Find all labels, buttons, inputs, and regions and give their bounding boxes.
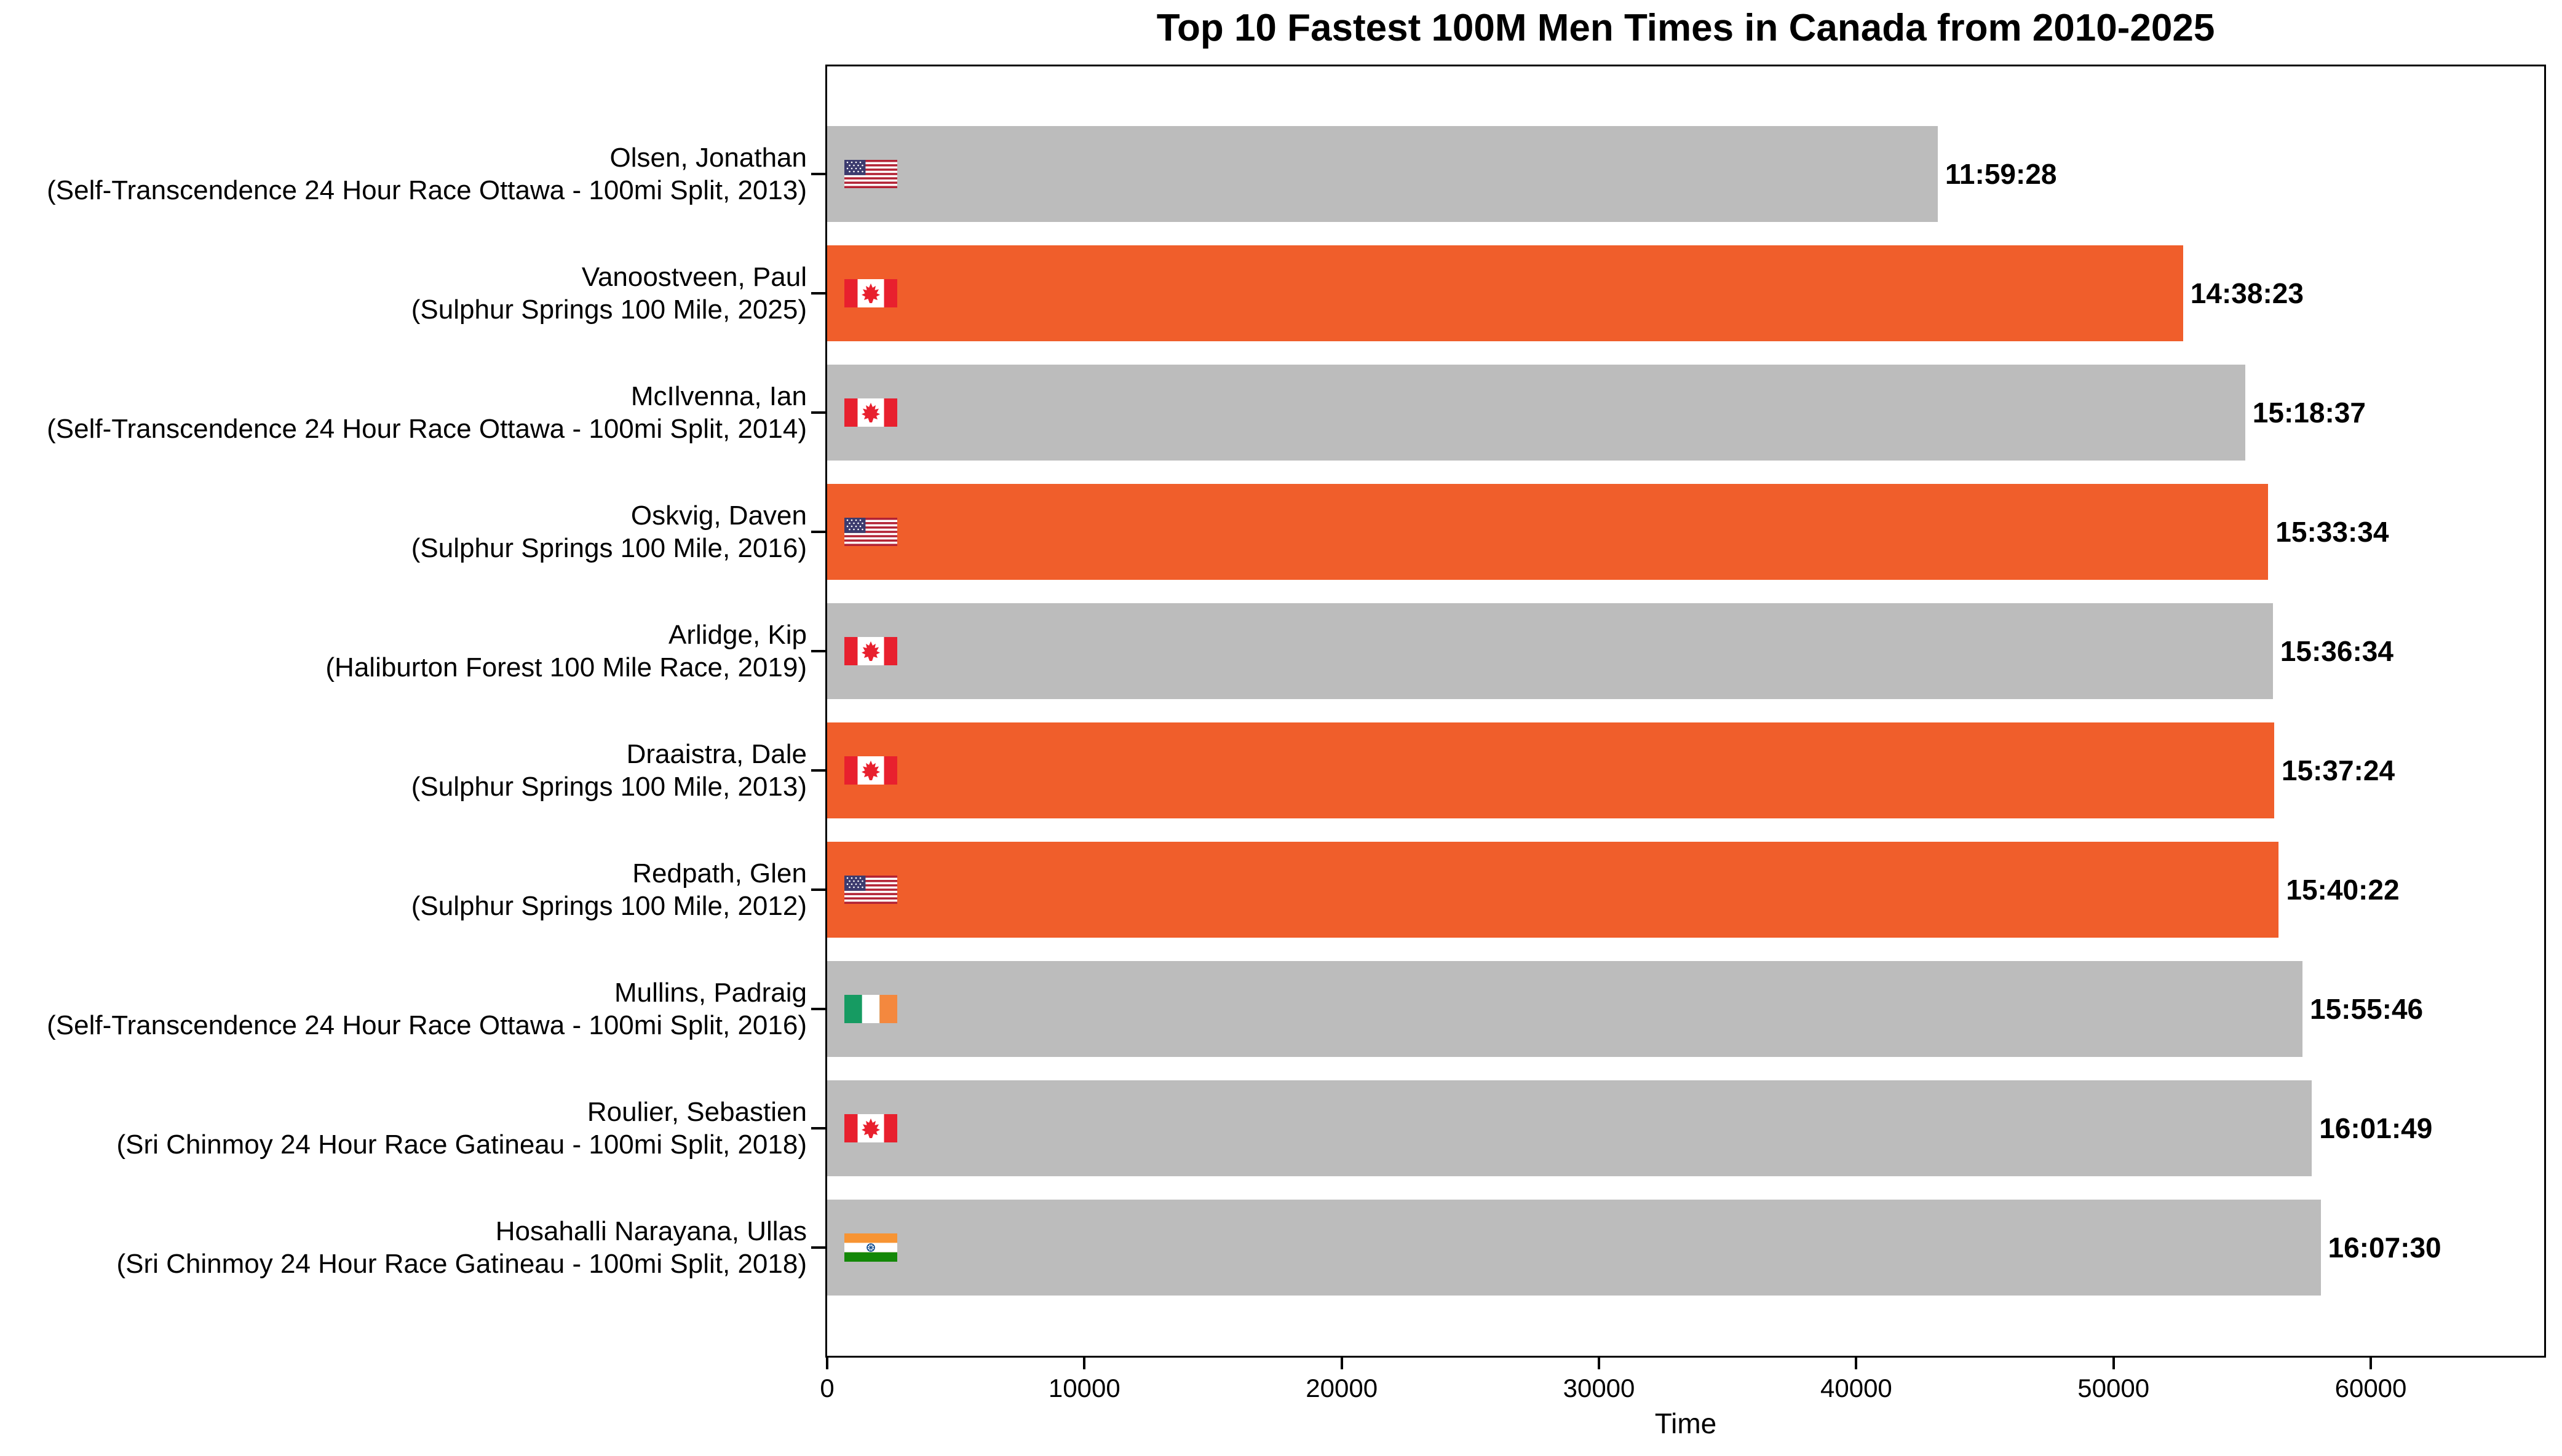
race-name-label: (Sulphur Springs 100 Mile, 2013) bbox=[411, 772, 807, 802]
x-tick-label: 40000 bbox=[1820, 1374, 1892, 1403]
athlete-name-label: Oskvig, Daven bbox=[630, 501, 807, 531]
athlete-name-label: Mullins, Padraig bbox=[614, 978, 807, 1008]
x-tick-label: 0 bbox=[820, 1374, 835, 1403]
time-bar bbox=[827, 1080, 2312, 1176]
y-category-label: Oskvig, Daven (Sulphur Springs 100 Mile, … bbox=[0, 499, 807, 564]
athlete-name-label: Roulier, Sebastien bbox=[587, 1097, 807, 1127]
y-category-label: Olsen, Jonathan (Self-Transcendence 24 Ho… bbox=[0, 141, 807, 207]
y-tick bbox=[811, 1008, 825, 1010]
y-category-label: Mullins, Padraig (Self-Transcendence 24 H… bbox=[0, 976, 807, 1042]
x-tick bbox=[2112, 1356, 2115, 1369]
y-category-label: McIlvenna, Ian (Self-Transcendence 24 Hou… bbox=[0, 380, 807, 445]
plot-area: 11:59:28 Olsen, Jonathan (Self-Transcenden… bbox=[47, 65, 2546, 1403]
race-name-label: (Sulphur Springs 100 Mile, 2025) bbox=[411, 295, 807, 325]
y-tick bbox=[811, 531, 825, 533]
y-tick bbox=[811, 292, 825, 295]
flag-us-icon bbox=[844, 160, 897, 188]
flag-ie-icon bbox=[844, 995, 897, 1023]
time-value-label: 16:01:49 bbox=[2319, 1112, 2433, 1144]
athlete-name-label: Hosahalli Narayana, Ullas bbox=[495, 1216, 807, 1246]
x-tick-label: 30000 bbox=[1563, 1374, 1635, 1403]
x-tick-label: 60000 bbox=[2334, 1374, 2407, 1403]
race-name-label: (Sulphur Springs 100 Mile, 2012) bbox=[411, 891, 807, 921]
time-value-label: 15:33:34 bbox=[2275, 516, 2389, 548]
race-name-label: (Self-Transcendence 24 Hour Race Ottawa … bbox=[47, 175, 807, 205]
bar-row: 11:59:28 bbox=[827, 126, 2544, 222]
chart-title: Top 10 Fastest 100M Men Times in Canada … bbox=[1156, 7, 2215, 49]
flag-ca-icon bbox=[844, 279, 897, 307]
race-name-label: (Sri Chinmoy 24 Hour Race Gatineau - 100… bbox=[116, 1130, 807, 1160]
athlete-name-label: Vanoostveen, Paul bbox=[581, 262, 807, 292]
bar-row: 15:18:37 bbox=[827, 365, 2544, 461]
x-tick bbox=[1083, 1356, 1086, 1369]
x-tick bbox=[826, 1356, 828, 1369]
time-bar bbox=[827, 365, 2245, 461]
x-axis-label: Time bbox=[1654, 1407, 1717, 1439]
flag-in-icon bbox=[844, 1233, 897, 1262]
x-tick-label: 50000 bbox=[2077, 1374, 2150, 1403]
time-value-label: 15:18:37 bbox=[2252, 397, 2366, 429]
y-category-label: Roulier, Sebastien (Sri Chinmoy 24 Hour R… bbox=[0, 1096, 807, 1161]
time-bar bbox=[827, 603, 2273, 699]
flag-ca-icon bbox=[844, 1114, 897, 1142]
race-name-label: (Sulphur Springs 100 Mile, 2016) bbox=[411, 533, 807, 563]
race-name-label: (Self-Transcendence 24 Hour Race Ottawa … bbox=[47, 414, 807, 444]
time-value-label: 11:59:28 bbox=[1945, 158, 2057, 190]
time-value-label: 15:36:34 bbox=[2280, 635, 2393, 667]
flag-us-icon bbox=[844, 518, 897, 546]
y-tick bbox=[811, 1246, 825, 1249]
y-category-label: Vanoostveen, Paul (Sulphur Springs 100 Mi… bbox=[0, 261, 807, 326]
x-tick bbox=[2370, 1356, 2372, 1369]
athlete-name-label: McIlvenna, Ian bbox=[630, 381, 807, 411]
time-bar bbox=[827, 484, 2269, 580]
flag-ca-icon bbox=[844, 637, 897, 665]
x-tick bbox=[1855, 1356, 1858, 1369]
time-bar bbox=[827, 722, 2274, 818]
y-tick bbox=[811, 173, 825, 175]
y-tick bbox=[811, 888, 825, 891]
athlete-name-label: Olsen, Jonathan bbox=[609, 143, 807, 173]
race-name-label: (Self-Transcendence 24 Hour Race Ottawa … bbox=[47, 1010, 807, 1040]
time-value-label: 15:37:24 bbox=[2281, 754, 2395, 786]
y-tick bbox=[811, 1127, 825, 1130]
x-tick-label: 10000 bbox=[1048, 1374, 1120, 1403]
flag-ca-icon bbox=[844, 756, 897, 785]
bar-row: 16:01:49 bbox=[827, 1080, 2544, 1176]
time-value-label: 14:38:23 bbox=[2190, 277, 2304, 309]
race-name-label: (Haliburton Forest 100 Mile Race, 2019) bbox=[325, 652, 807, 682]
time-bar bbox=[827, 245, 2183, 341]
y-category-label: Arlidge, Kip (Haliburton Forest 100 Mile … bbox=[0, 619, 807, 684]
y-category-label: Redpath, Glen (Sulphur Springs 100 Mile, … bbox=[0, 857, 807, 922]
bar-row: 15:37:24 bbox=[827, 722, 2544, 818]
y-tick bbox=[811, 769, 825, 772]
y-tick bbox=[811, 650, 825, 652]
time-bar bbox=[827, 842, 2279, 938]
bar-row: 15:33:34 bbox=[827, 484, 2544, 580]
athlete-name-label: Redpath, Glen bbox=[632, 858, 807, 888]
time-value-label: 15:55:46 bbox=[2310, 993, 2424, 1025]
time-value-label: 16:07:30 bbox=[2328, 1232, 2441, 1264]
race-name-label: (Sri Chinmoy 24 Hour Race Gatineau - 100… bbox=[116, 1249, 807, 1279]
bar-row: 14:38:23 bbox=[827, 245, 2544, 341]
bar-row: 15:55:46 bbox=[827, 961, 2544, 1057]
time-bar bbox=[827, 126, 1938, 222]
y-category-label: Hosahalli Narayana, Ullas (Sri Chinmoy 24… bbox=[0, 1215, 807, 1280]
bar-row: 16:07:30 bbox=[827, 1200, 2544, 1296]
athlete-name-label: Arlidge, Kip bbox=[668, 620, 807, 650]
x-tick-label: 20000 bbox=[1306, 1374, 1378, 1403]
x-tick bbox=[1598, 1356, 1600, 1369]
time-value-label: 15:40:22 bbox=[2286, 874, 2400, 906]
bar-row: 15:36:34 bbox=[827, 603, 2544, 699]
flag-us-icon bbox=[844, 876, 897, 904]
y-category-label: Draaistra, Dale (Sulphur Springs 100 Mile… bbox=[0, 738, 807, 803]
time-bar bbox=[827, 961, 2302, 1057]
athlete-name-label: Draaistra, Dale bbox=[626, 739, 807, 769]
x-tick bbox=[1340, 1356, 1343, 1369]
bar-row: 15:40:22 bbox=[827, 842, 2544, 938]
flag-ca-icon bbox=[844, 398, 897, 427]
time-bar bbox=[827, 1200, 2321, 1296]
y-tick bbox=[811, 411, 825, 414]
